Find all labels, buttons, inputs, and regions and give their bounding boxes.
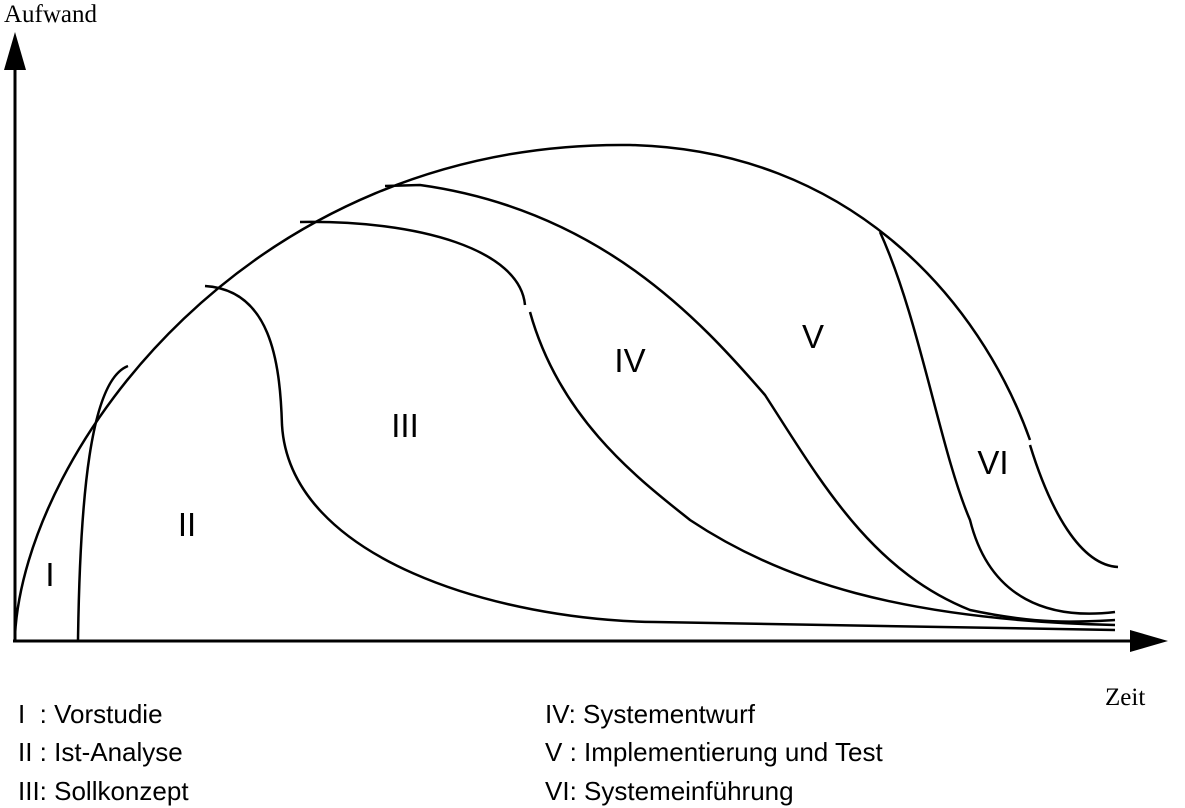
boundary-curve (878, 231, 1116, 615)
y-axis-label: Aufwand (4, 1, 98, 28)
region-label: I (45, 556, 54, 593)
legend-item: II : Ist-Analyse (18, 737, 183, 767)
outer-curve (13, 143, 1032, 636)
outer-curve-tail (1028, 444, 1119, 569)
region-label: V (802, 318, 824, 355)
legend-item: VI: Systemeinführung (545, 776, 794, 806)
x-arrow (1130, 630, 1168, 652)
region-label: III (391, 407, 419, 444)
region-label: VI (977, 444, 1008, 481)
x-axis-label: Zeit (1105, 684, 1145, 711)
boundary-curve (204, 284, 1116, 632)
region-label: II (178, 506, 196, 543)
y-arrow (4, 32, 26, 70)
legend-item: V : Implementierung und Test (545, 737, 883, 767)
legend-item: III: Sollkonzept (18, 776, 189, 806)
boundary-curve (384, 183, 1116, 623)
legend-item: IV: Systementwurf (545, 699, 756, 729)
region-label: IV (614, 342, 645, 379)
boundary-curve (299, 220, 1116, 627)
legend-item: I : Vorstudie (18, 699, 163, 729)
boundary-curve (76, 364, 129, 641)
